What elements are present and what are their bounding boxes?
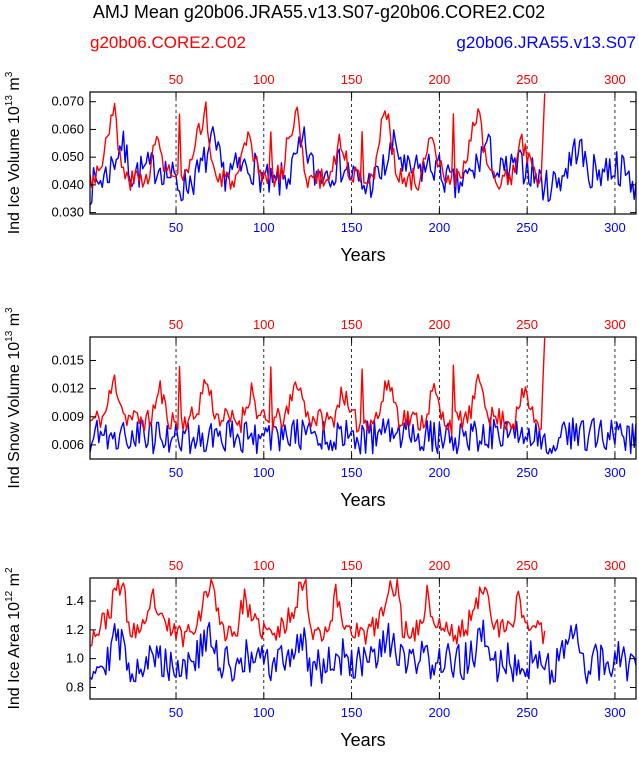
- y-tick-label: 0.030: [51, 205, 84, 220]
- top-x-tick-label: 200: [429, 558, 451, 573]
- series-line-jra55: [89, 417, 637, 455]
- y-tick-label: 0.040: [51, 177, 84, 192]
- y-tick-label: 1.0: [66, 651, 84, 666]
- bottom-x-tick-label: 250: [516, 220, 538, 235]
- legend-core2: g20b06.CORE2.C02: [90, 33, 246, 52]
- bottom-x-tick-label: 50: [169, 465, 183, 480]
- y-axis-label: Ind Ice Volume 1013 m3: [4, 71, 23, 234]
- plot-frame: [89, 91, 637, 215]
- top-x-tick-label: 200: [429, 72, 451, 87]
- legend-jra55: g20b06.JRA55.v13.S07: [456, 33, 636, 52]
- series-line-jra55: [89, 619, 637, 687]
- plot-frame: [89, 577, 637, 700]
- bottom-x-tick-label: 200: [429, 705, 451, 720]
- bottom-x-tick-label: 100: [253, 705, 275, 720]
- top-x-tick-label: 300: [604, 72, 626, 87]
- top-x-tick-label: 300: [604, 558, 626, 573]
- series-line-core2: [89, 578, 546, 648]
- bottom-x-tick-label: 200: [429, 220, 451, 235]
- bottom-x-tick-label: 250: [516, 465, 538, 480]
- top-x-tick-label: 150: [341, 72, 363, 87]
- top-x-tick-label: 250: [516, 558, 538, 573]
- y-tick-label: 0.012: [51, 381, 84, 396]
- bottom-x-tick-label: 150: [341, 705, 363, 720]
- top-x-tick-label: 50: [169, 317, 183, 332]
- bottom-x-tick-label: 100: [253, 465, 275, 480]
- y-tick-label: 0.006: [51, 437, 84, 452]
- series-line-core2: [89, 337, 546, 436]
- top-x-tick-label: 100: [253, 72, 275, 87]
- top-x-tick-label: 150: [341, 317, 363, 332]
- top-x-tick-label: 50: [169, 72, 183, 87]
- y-tick-label: 0.009: [51, 409, 84, 424]
- series-line-core2: [89, 93, 546, 191]
- y-tick-label: 0.015: [51, 352, 84, 367]
- x-axis-label: Years: [340, 490, 385, 510]
- chart-panels: 0.030 0.040 0.050 0.060 0.070 50 100 150 200 250 3…: [4, 71, 637, 750]
- y-tick-label: 0.050: [51, 149, 84, 164]
- bottom-x-tick-label: 150: [341, 465, 363, 480]
- bottom-x-tick-label: 300: [604, 465, 626, 480]
- y-axis-label: Ind Ice Area 1012 m2: [4, 567, 23, 710]
- y-axis-label: Ind Snow Volume 1013 m3: [4, 307, 23, 489]
- top-x-tick-label: 100: [253, 558, 275, 573]
- top-x-tick-label: 300: [604, 317, 626, 332]
- bottom-x-tick-label: 50: [169, 705, 183, 720]
- chart-panel-1: 0.030 0.040 0.050 0.060 0.070 50 100 150 200 250 3…: [4, 71, 637, 265]
- top-x-tick-label: 100: [253, 317, 275, 332]
- x-axis-label: Years: [340, 730, 385, 750]
- bottom-x-tick-label: 250: [516, 705, 538, 720]
- y-tick-label: 1.4: [66, 593, 84, 608]
- chart-panel-2: 0.006 0.009 0.012 0.015 50 100 150 200 250 300 50 1…: [4, 307, 637, 510]
- plot-frame: [89, 336, 637, 460]
- x-axis-label: Years: [340, 245, 385, 265]
- chart-panel-3: 0.8 1.0 1.2 1.4 50 100 150 200 250 300 50 100 150 200…: [4, 558, 637, 750]
- top-x-tick-label: 250: [516, 317, 538, 332]
- y-tick-label: 1.2: [66, 622, 84, 637]
- bottom-x-tick-label: 150: [341, 220, 363, 235]
- top-x-tick-label: 150: [341, 558, 363, 573]
- bottom-x-tick-label: 300: [604, 705, 626, 720]
- top-x-tick-label: 200: [429, 317, 451, 332]
- series-line-jra55: [89, 126, 637, 206]
- figure-title: AMJ Mean g20b06.JRA55.v13.S07-g20b06.COR…: [93, 2, 545, 22]
- bottom-x-tick-label: 100: [253, 220, 275, 235]
- bottom-x-tick-label: 300: [604, 220, 626, 235]
- y-tick-label: 0.060: [51, 121, 84, 136]
- bottom-x-tick-label: 50: [169, 220, 183, 235]
- bottom-x-tick-label: 200: [429, 465, 451, 480]
- y-tick-label: 0.070: [51, 94, 84, 109]
- top-x-tick-label: 250: [516, 72, 538, 87]
- y-tick-label: 0.8: [66, 679, 84, 694]
- top-x-tick-label: 50: [169, 558, 183, 573]
